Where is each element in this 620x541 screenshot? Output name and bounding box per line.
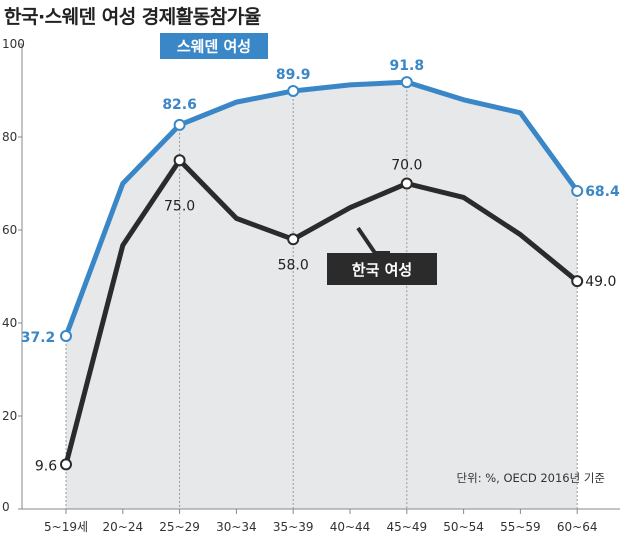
data-label-korea: 9.6	[35, 458, 57, 474]
data-label-korea: 70.0	[391, 158, 422, 174]
series-line-sweden	[63, 79, 580, 339]
series-layer	[60, 76, 584, 471]
y-tick-label: 0	[2, 500, 10, 514]
y-tick-label: 100	[2, 37, 25, 51]
data-point-sweden	[173, 118, 186, 131]
data-point-sweden	[571, 184, 584, 197]
data-point-korea	[287, 233, 300, 246]
data-label-sweden: 82.6	[162, 97, 197, 113]
data-label-sweden: 37.2	[21, 330, 56, 346]
x-tick-label: 40~44	[330, 520, 371, 534]
data-point-sweden	[287, 84, 300, 97]
data-label-layer: 37.2 82.6 89.9 91.8 68.4 9.6 75.0 58.0 70.0 49.0	[21, 58, 620, 474]
y-tick-label: 20	[2, 409, 17, 423]
x-tick-label: 30~34	[216, 520, 257, 534]
legend-label-sweden: 스웨덴 여성	[177, 38, 251, 56]
data-label-korea: 75.0	[164, 198, 195, 214]
data-label-sweden: 68.4	[585, 184, 620, 200]
data-point-sweden	[400, 76, 413, 89]
x-tick-label: 45~49	[387, 520, 428, 534]
x-tick-label: 50~54	[443, 520, 484, 534]
y-tick-label: 60	[2, 223, 17, 237]
data-label-sweden: 89.9	[276, 67, 311, 83]
legend-box-korea	[327, 253, 437, 285]
legend-box-sweden	[160, 33, 268, 59]
y-tick-label: 80	[2, 130, 17, 144]
data-point-korea	[60, 458, 72, 471]
source-note: 단위: %, OECD 2016년 기준	[457, 471, 605, 485]
x-tick-label: 20~24	[103, 520, 144, 534]
data-label-sweden: 91.8	[390, 58, 425, 74]
legend-label-korea: 한국 여성	[352, 261, 412, 279]
x-tick-label: 25~29	[159, 520, 200, 534]
data-label-korea: 58.0	[278, 257, 309, 273]
chart-title: 한국·스웨덴 여성 경제활동참가율	[4, 6, 261, 28]
axis-layer: 0 20 40 60 80 100 5~19세 20~24 25~29 30~34 35~39 40~…	[2, 37, 620, 534]
x-tick-label: 5~19세	[44, 520, 88, 534]
data-label-korea: 49.0	[585, 274, 616, 290]
data-point-korea	[571, 275, 584, 288]
series-line-korea	[63, 157, 580, 467]
x-tick-label: 55~59	[500, 520, 541, 534]
fill-area-layer	[66, 82, 578, 509]
data-point-sweden	[60, 330, 72, 343]
shaded-area	[66, 82, 578, 509]
x-tick-label: 60~64	[557, 520, 598, 534]
data-point-korea	[400, 177, 413, 190]
x-tick-label: 35~39	[273, 520, 314, 534]
y-tick-label: 40	[2, 316, 17, 330]
data-point-korea	[173, 154, 186, 167]
guide-lines-layer	[65, 82, 578, 509]
